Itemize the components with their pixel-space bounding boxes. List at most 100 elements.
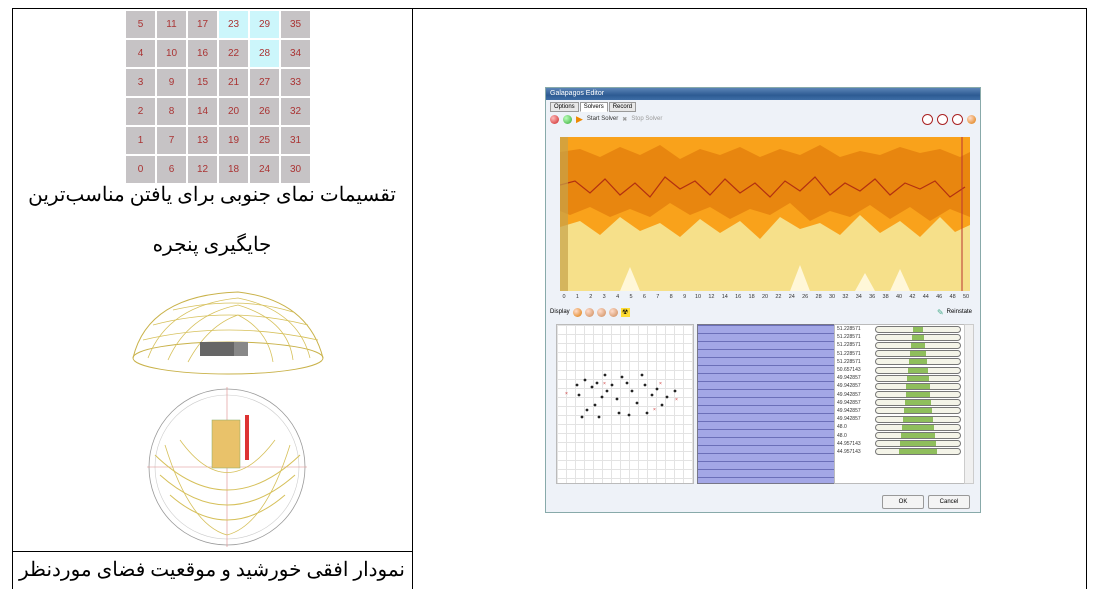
scatter-point — [615, 397, 619, 401]
grid-cell: 32 — [280, 97, 311, 126]
grid-cell: 34 — [280, 39, 311, 68]
scatter-point — [575, 383, 579, 387]
x-tick-label: 16 — [735, 294, 742, 300]
grid-cell: 28 — [249, 39, 280, 68]
display-mode-3-icon[interactable] — [596, 307, 606, 317]
x-tick-label: 48 — [949, 294, 956, 300]
x-tick-label: 18 — [748, 294, 755, 300]
fitness-row[interactable]: 51.228571 — [835, 325, 965, 333]
gauge-icon[interactable] — [952, 113, 963, 125]
fitness-bar — [875, 448, 961, 456]
grid-cell: 31 — [280, 126, 311, 155]
fitness-value: 49.942857 — [837, 375, 861, 382]
fitness-row[interactable]: 48.0 — [835, 431, 965, 440]
tab-options[interactable]: Options — [550, 102, 579, 112]
grid-cell: 19 — [218, 126, 249, 155]
x-tick-label: 1 — [575, 294, 579, 300]
tab-solvers[interactable]: Solvers — [579, 102, 608, 112]
display-mode-4-icon[interactable] — [608, 307, 618, 317]
grid-cell: 26 — [249, 97, 280, 126]
x-tick-label: 44 — [922, 294, 929, 300]
reinstate-icon: ✎ — [936, 307, 944, 317]
x-tick-label: 7 — [656, 294, 660, 300]
fitness-row[interactable]: 49.942857 — [835, 382, 965, 390]
scatter-point — [643, 383, 647, 387]
window-title: Galapagos Editor — [546, 88, 980, 100]
fitness-row[interactable]: 49.942857 — [835, 399, 965, 407]
fitness-value: 48.0 — [837, 432, 847, 439]
fitness-row[interactable]: 44.957143 — [835, 448, 965, 456]
x-tick-label: 38 — [882, 294, 889, 300]
display-mode-1-icon[interactable] — [572, 307, 582, 317]
start-solver-button[interactable]: Start Solver — [586, 116, 619, 122]
fitness-row[interactable]: 44.957143 — [835, 440, 965, 448]
grid-cell: 29 — [249, 10, 280, 39]
cancel-button[interactable]: Cancel — [928, 495, 970, 509]
galapagos-editor-window: Galapagos Editor Options Solvers Record … — [545, 87, 981, 513]
grid-cell: 11 — [156, 10, 187, 39]
scatter-marker: × — [675, 397, 678, 403]
x-tick-label: 12 — [708, 294, 715, 300]
scatter-point — [610, 383, 614, 387]
fitness-row[interactable]: 51.228571 — [835, 333, 965, 341]
x-tick-label: 2 — [589, 294, 593, 300]
fitness-row[interactable]: 51.228571 — [835, 350, 965, 358]
facade-division-grid: 5 11 17 23 29 35 4 10 16 22 28 34 3 9 15 21 27 33 2 8 14 20 26… — [125, 10, 311, 184]
scatter-point — [597, 415, 601, 419]
fitness-row[interactable]: 49.942857 — [835, 407, 965, 415]
fitness-bar — [875, 358, 961, 366]
scatter-point — [625, 381, 629, 385]
x-tick-label: 28 — [815, 294, 822, 300]
radiation-icon[interactable]: ☢ — [620, 307, 630, 317]
grid-caption-line1: تقسیمات نمای جنوبی برای یافتن مناسب‌ترین — [28, 184, 396, 206]
ok-button[interactable]: OK — [882, 495, 924, 509]
scatter-marker: × — [659, 381, 662, 387]
fitness-row[interactable]: 49.942857 — [835, 374, 965, 382]
stop-solver-button[interactable]: Stop Solver — [631, 116, 663, 122]
timer-icon[interactable] — [937, 113, 948, 125]
fitness-row[interactable]: 49.942857 — [835, 391, 965, 399]
fitness-row[interactable]: 49.942857 — [835, 415, 965, 423]
scatter-point — [627, 413, 631, 417]
orange-ball-icon[interactable] — [967, 114, 976, 124]
grid-cell: 24 — [249, 155, 280, 184]
scatter-point — [585, 408, 589, 412]
display-mode-2-icon[interactable] — [584, 307, 594, 317]
x-tick-label: 0 — [562, 294, 566, 300]
fitness-value: 51.228571 — [837, 358, 861, 365]
grid-cell: 6 — [156, 155, 187, 184]
fitness-row[interactable]: 50.657143 — [835, 366, 965, 374]
grid-cell: 0 — [125, 155, 156, 184]
scatter-point — [640, 373, 644, 377]
fitness-history-chart — [560, 137, 970, 291]
red-ball-icon[interactable] — [550, 114, 559, 124]
sun-path-dome-image — [132, 291, 324, 375]
clock-icon[interactable] — [922, 113, 933, 125]
fitness-bar — [875, 366, 961, 374]
green-ball-icon[interactable] — [563, 114, 572, 124]
x-tick-label: 3 — [602, 294, 606, 300]
scatter-point — [590, 385, 594, 389]
fitness-row[interactable]: 51.228571 — [835, 358, 965, 366]
grid-cell: 5 — [125, 10, 156, 39]
fitness-bar — [875, 399, 961, 407]
grid-cell: 13 — [187, 126, 218, 155]
x-tick-label: 10 — [694, 294, 702, 300]
fitness-row[interactable]: 48.0 — [835, 423, 965, 431]
scatter-point — [660, 403, 664, 407]
reinstate-button[interactable]: Reinstate — [946, 309, 972, 315]
fitness-bar — [875, 440, 961, 448]
scatter-point — [665, 395, 669, 399]
fitness-value: 49.942857 — [837, 407, 861, 414]
grid-cell: 12 — [187, 155, 218, 184]
tab-record[interactable]: Record — [608, 102, 637, 112]
fitness-row[interactable]: 51.228571 — [835, 341, 965, 349]
fitness-value: 51.228571 — [837, 350, 861, 357]
play-icon: ▶ — [576, 113, 583, 124]
grid-cell: 16 — [187, 39, 218, 68]
grid-cell: 22 — [218, 39, 249, 68]
x-tick-label: 26 — [802, 294, 809, 300]
fitness-value: 49.942857 — [837, 383, 861, 390]
fitness-list-scrollbar[interactable] — [964, 324, 974, 484]
x-tick-label: 9 — [683, 294, 687, 300]
